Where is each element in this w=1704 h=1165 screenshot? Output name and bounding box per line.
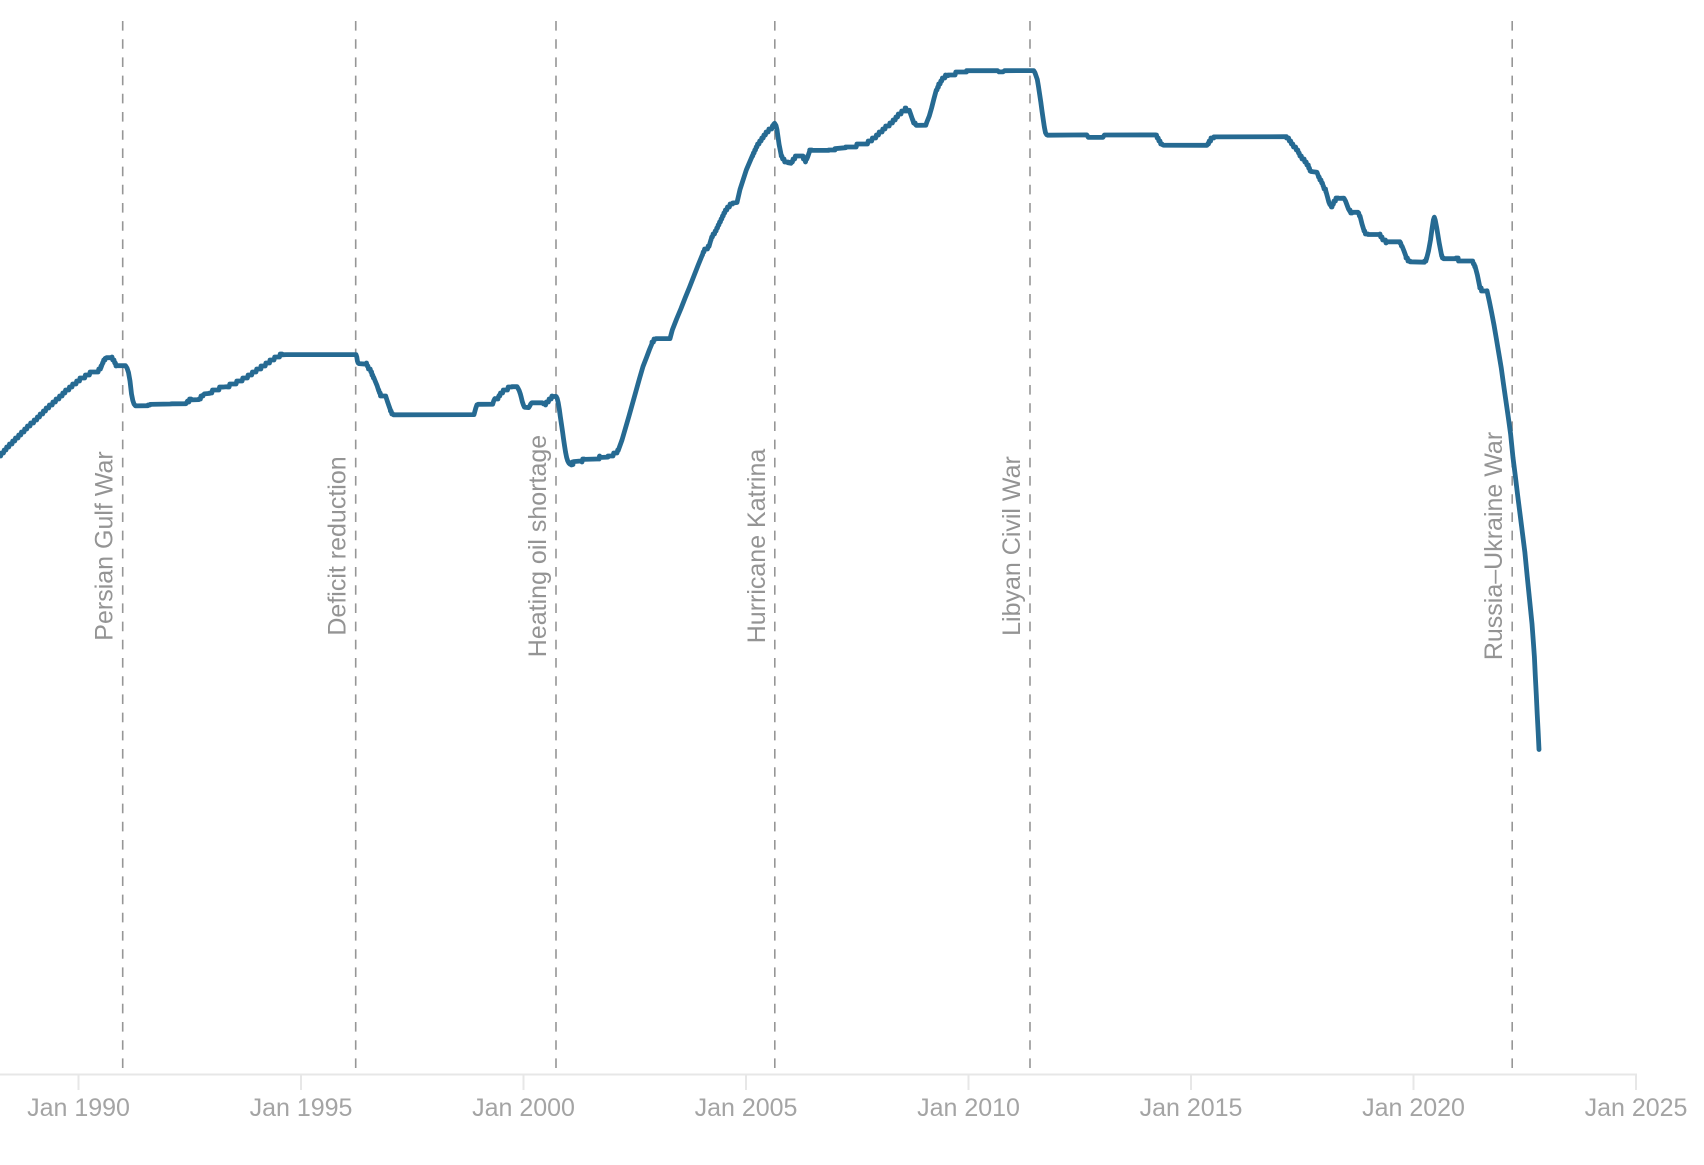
svg-text:Jan 2010: Jan 2010 [917,1094,1020,1122]
svg-text:Jan 2020: Jan 2020 [1362,1094,1465,1122]
svg-text:Jan 2025: Jan 2025 [1585,1094,1688,1122]
svg-text:Jan 1995: Jan 1995 [250,1094,353,1122]
svg-text:Jan 2000: Jan 2000 [472,1094,575,1122]
svg-text:Jan 2015: Jan 2015 [1140,1094,1243,1122]
svg-text:Heating oil shortage: Heating oil shortage [524,435,552,657]
svg-text:Persian Gulf War: Persian Gulf War [91,451,119,640]
svg-text:Deficit reduction: Deficit reduction [324,456,352,635]
svg-text:Libyan Civil War: Libyan Civil War [998,456,1026,636]
svg-text:Jan 1990: Jan 1990 [27,1094,130,1122]
svg-text:Jan 2005: Jan 2005 [695,1094,798,1122]
svg-text:Russia–Ukraine War: Russia–Ukraine War [1480,432,1508,660]
svg-text:Hurricane Katrina: Hurricane Katrina [743,449,771,644]
